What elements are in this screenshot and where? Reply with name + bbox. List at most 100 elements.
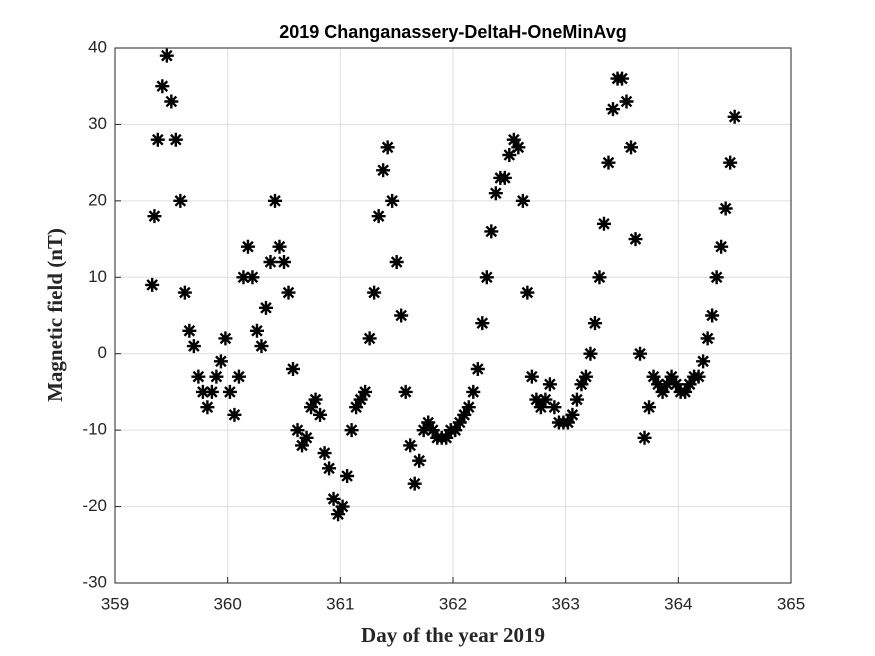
point	[524, 369, 539, 384]
point	[286, 362, 301, 376]
point	[615, 71, 629, 86]
chart-title: 2019 Changanassery-DeltaH-OneMinAvg	[279, 22, 626, 42]
point	[326, 491, 341, 506]
point	[569, 392, 584, 407]
point	[295, 438, 310, 453]
point	[313, 407, 328, 422]
point	[506, 132, 521, 147]
point	[628, 232, 643, 247]
point	[596, 216, 611, 231]
point	[651, 377, 666, 392]
point	[412, 453, 427, 468]
point	[574, 377, 589, 392]
ticks: 359 360 361 362 363 364 365 -30 -20 -10 0 10 20 30 40	[82, 37, 805, 613]
point	[376, 163, 391, 178]
point	[691, 369, 706, 384]
point	[407, 476, 422, 491]
point	[331, 507, 346, 522]
point	[353, 392, 368, 407]
point	[398, 384, 413, 399]
point	[439, 430, 454, 445]
point	[290, 423, 305, 438]
points	[145, 48, 742, 522]
point	[592, 270, 607, 285]
x-tick-label: 363	[551, 594, 579, 613]
point	[542, 377, 557, 392]
point	[281, 285, 296, 300]
point	[254, 339, 269, 354]
point	[231, 369, 246, 384]
point	[475, 316, 490, 331]
point	[204, 384, 219, 399]
point	[479, 270, 494, 285]
point	[470, 362, 485, 376]
point	[416, 423, 431, 438]
y-tick-label: -10	[82, 420, 107, 439]
point	[682, 377, 697, 392]
point	[258, 300, 273, 315]
point	[587, 316, 602, 331]
point	[538, 392, 553, 407]
point	[714, 239, 729, 254]
point	[664, 369, 679, 384]
point	[340, 469, 355, 483]
point	[362, 331, 377, 346]
point	[222, 384, 237, 399]
y-tick-label: 10	[88, 267, 107, 286]
point	[380, 140, 395, 155]
point	[448, 423, 463, 438]
point	[605, 102, 620, 117]
point	[723, 155, 738, 170]
point	[457, 407, 472, 422]
point	[452, 415, 467, 430]
point	[619, 94, 634, 109]
point	[461, 400, 476, 415]
y-tick-label: 40	[88, 37, 107, 56]
point	[696, 354, 711, 369]
point	[147, 209, 162, 224]
point	[497, 170, 512, 185]
point	[511, 140, 526, 155]
point	[520, 285, 535, 300]
point	[186, 339, 201, 354]
point	[385, 193, 400, 208]
point	[421, 415, 436, 430]
point	[277, 255, 291, 269]
point	[533, 400, 548, 415]
point	[249, 323, 264, 338]
point	[150, 132, 165, 147]
x-tick-label: 365	[777, 594, 805, 613]
grid	[114, 47, 792, 584]
y-tick-label: 20	[88, 190, 107, 209]
point	[425, 423, 440, 438]
point	[466, 384, 481, 399]
point	[263, 255, 278, 269]
x-axis-label: Day of the year 2019	[361, 623, 545, 647]
point	[367, 285, 382, 300]
point	[322, 461, 337, 476]
point	[678, 384, 693, 399]
point	[213, 354, 228, 369]
y-tick-label: -30	[82, 572, 107, 591]
y-axis-label: Magnetic field (nT)	[43, 228, 67, 402]
point	[177, 285, 192, 300]
point	[565, 407, 580, 422]
point	[272, 239, 287, 254]
point	[578, 369, 593, 384]
point	[218, 331, 233, 346]
point	[164, 94, 179, 109]
point	[168, 132, 183, 147]
point	[727, 109, 742, 124]
x-tick-label: 361	[326, 594, 354, 613]
point	[195, 384, 210, 399]
point	[669, 377, 684, 392]
point	[173, 193, 188, 208]
point	[159, 48, 174, 63]
point	[646, 369, 661, 384]
point	[308, 392, 323, 407]
point	[209, 369, 224, 384]
point	[304, 400, 319, 415]
point	[624, 140, 639, 155]
point	[655, 384, 670, 399]
